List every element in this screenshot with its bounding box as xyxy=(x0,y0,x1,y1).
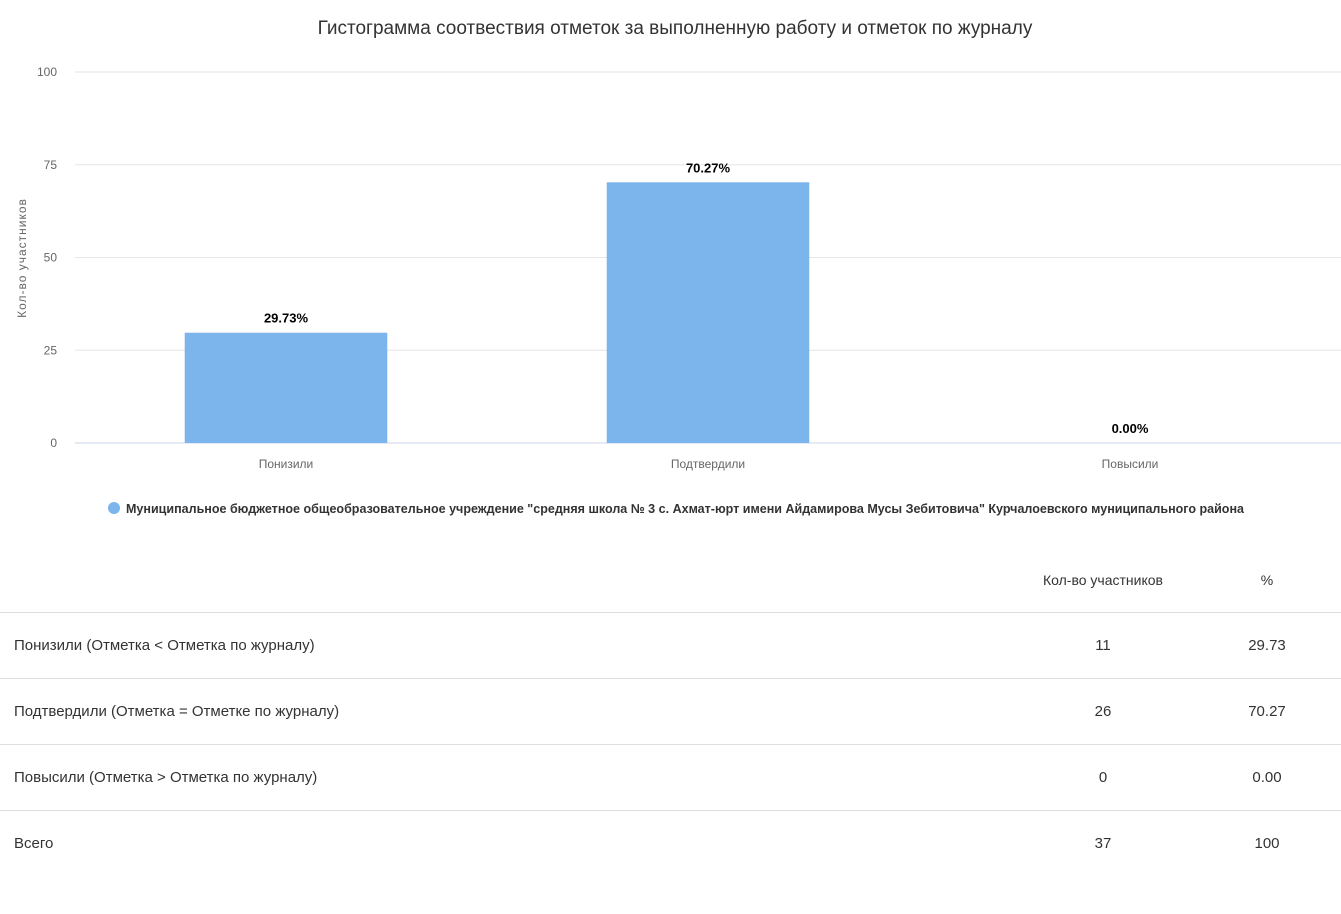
x-category-label: Повысили xyxy=(1102,457,1159,471)
bar[interactable] xyxy=(184,332,388,443)
row-count: 26 xyxy=(1013,678,1193,745)
row-count: 0 xyxy=(1013,744,1193,811)
x-category-label: Подтвердили xyxy=(671,457,745,471)
row-percent: 29.73 xyxy=(1193,612,1341,679)
y-axis-ticks: 0 25 50 75 100 xyxy=(37,65,57,450)
bar[interactable] xyxy=(606,182,810,444)
table-header-count: Кол-во участников xyxy=(1013,548,1193,613)
row-percent: 70.27 xyxy=(1193,678,1341,745)
data-label: 0.00% xyxy=(1112,421,1149,436)
y-tick-label: 0 xyxy=(50,436,57,450)
row-label: Подтвердили (Отметка = Отметке по журнал… xyxy=(0,678,1013,745)
data-label: 29.73% xyxy=(264,311,309,326)
table-row-total: Всего 37 100 xyxy=(0,811,1341,877)
data-label: 70.27% xyxy=(686,160,731,175)
table-header-row: Кол-во участников % xyxy=(0,548,1341,613)
y-axis-label: Кол-во участников xyxy=(15,198,29,318)
y-tick-label: 50 xyxy=(44,251,58,265)
legend-item-label[interactable]: Муниципальное бюджетное общеобразователь… xyxy=(126,501,1245,516)
table-row: Повысили (Отметка > Отметка по журналу) … xyxy=(0,744,1341,811)
table-header-percent: % xyxy=(1193,548,1341,613)
x-category-label: Понизили xyxy=(259,457,314,471)
table-row: Понизили (Отметка < Отметка по журналу) … xyxy=(0,612,1341,679)
y-tick-label: 75 xyxy=(44,158,58,172)
table-row: Подтвердили (Отметка = Отметке по журнал… xyxy=(0,678,1341,745)
bar-chart: Гистограмма соотвествия отметок за выпол… xyxy=(15,18,1341,516)
row-percent: 100 xyxy=(1254,835,1280,852)
chart-title: Гистограмма соотвествия отметок за выпол… xyxy=(318,18,1033,39)
row-label: Понизили (Отметка < Отметка по журналу) xyxy=(0,612,1013,679)
stats-table: Кол-во участников % Понизили (Отметка < … xyxy=(0,548,1341,876)
row-label: Всего xyxy=(14,835,54,852)
y-tick-label: 25 xyxy=(44,343,58,357)
row-percent: 0.00 xyxy=(1193,744,1341,811)
row-label: Повысили (Отметка > Отметка по журналу) xyxy=(0,744,1013,811)
data-labels: 29.73% 70.27% 0.00% xyxy=(264,160,1149,436)
row-count: 11 xyxy=(1013,612,1193,679)
x-axis-categories: Понизили Подтвердили Повысили xyxy=(259,457,1159,471)
y-tick-label: 100 xyxy=(37,65,57,79)
legend[interactable]: Муниципальное бюджетное общеобразователь… xyxy=(108,501,1245,516)
table-header-label xyxy=(0,548,1013,613)
bars xyxy=(184,182,810,444)
legend-marker xyxy=(108,502,120,514)
row-count: 37 xyxy=(1094,835,1112,852)
